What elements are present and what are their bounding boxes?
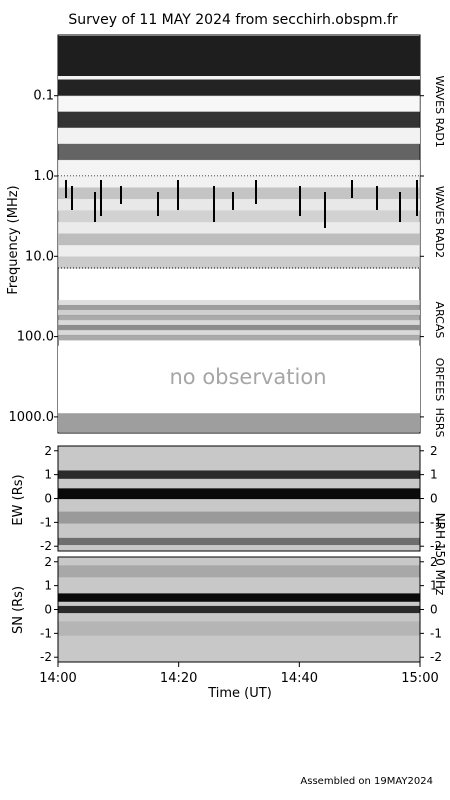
- x-tick-label: 14:00: [39, 671, 76, 686]
- instrument-band: [58, 159, 420, 177]
- instrument-band: [58, 299, 420, 306]
- instrument-band: [58, 79, 420, 97]
- footer-assembled: Assembled on 19MAY2024: [300, 776, 433, 787]
- y-tick-label: 1: [44, 468, 52, 482]
- instrument-band: [58, 324, 420, 331]
- y-tick-label-right: -1: [430, 515, 442, 529]
- spectrum-y-ticks: 0.1 1.0 10.0 100.0 1000.0: [9, 89, 424, 425]
- instrument-label: HSRS: [433, 408, 446, 438]
- instrument-band: [58, 199, 420, 212]
- nrh-band: [58, 621, 420, 636]
- y-tick-label: 100.0: [17, 330, 54, 345]
- nrh-band: [58, 605, 420, 614]
- nrh-band: [58, 511, 420, 524]
- instrument-label: ARCAS: [433, 302, 446, 339]
- instrument-band: [58, 309, 420, 316]
- instrument-band: [58, 304, 420, 311]
- instrument-band: [58, 176, 420, 189]
- instrument-band: [58, 127, 420, 145]
- instrument-band: [58, 334, 420, 341]
- y-tick-label-right: 1: [430, 468, 438, 482]
- y-tick-label: 2: [44, 555, 52, 569]
- nrh-band: [58, 593, 420, 602]
- instrument-band: [58, 329, 420, 336]
- nrh-band: [58, 470, 420, 479]
- instrument-band: [58, 345, 420, 414]
- y-tick-label: 1: [44, 579, 52, 593]
- nrh-band: [58, 537, 420, 546]
- instrument-band: [58, 222, 420, 235]
- y-tick-label: 1000.0: [9, 410, 55, 425]
- instrument-label: WAVES RAD2: [433, 186, 446, 258]
- instrument-band: [58, 143, 420, 161]
- instrument-band: [58, 95, 420, 113]
- y-tick-label: -1: [40, 515, 52, 529]
- y-tick-label-right: 0: [430, 603, 438, 617]
- instrument-labels: WAVES RAD1 WAVES RAD2 ARCAS ORFEES HSRS: [433, 76, 446, 438]
- ew-y-label: EW (Rs): [11, 474, 26, 525]
- y-tick-label: 0.1: [33, 89, 54, 104]
- y-tick-label-right: -2: [430, 539, 442, 553]
- y-tick-label-right: 2: [430, 444, 438, 458]
- instrument-band: [58, 413, 420, 432]
- nrh-band: [58, 565, 420, 578]
- y-tick-label-right: 2: [430, 555, 438, 569]
- spectrum-y-label: Frequency (MHz): [6, 185, 21, 294]
- ew-image: [58, 446, 420, 551]
- rad1-dark-band: [58, 36, 420, 76]
- y-tick-label: 0: [44, 492, 52, 506]
- nrh-band: [58, 488, 420, 500]
- instrument-band: [58, 314, 420, 321]
- instrument-band: [58, 319, 420, 326]
- instrument-band: [58, 111, 420, 129]
- y-tick-label: 10.0: [25, 249, 54, 264]
- sn-image: [58, 557, 420, 662]
- sn-y-label: SN (Rs): [11, 586, 26, 634]
- y-tick-label-right: -1: [430, 626, 442, 640]
- y-tick-label: 2: [44, 444, 52, 458]
- time-axis-label: Time (UT): [207, 686, 272, 701]
- y-tick-label-right: -2: [430, 650, 442, 664]
- y-tick-label: -2: [40, 650, 52, 664]
- spectrum-panel: 0.1 1.0 10.0 100.0 1000.0 no observation Fre…: [6, 34, 446, 438]
- no-observation-label: no observation: [169, 365, 326, 389]
- ew-panel: -2 -2 -1 -1 0 0 1 1 2 2 EW (Rs): [11, 444, 442, 553]
- instrument-label: WAVES RAD1: [433, 76, 446, 148]
- sn-panel: -2 -2 -1 -1 0 0 1 1 2 2 SN (Rs): [11, 555, 442, 664]
- figure-title: Survey of 11 MAY 2024 from secchirh.obsp…: [68, 12, 398, 28]
- sn-y-ticks: -2 -2 -1 -1 0 0 1 1 2 2: [40, 555, 442, 664]
- y-tick-label: 1.0: [33, 169, 54, 184]
- instrument-label: ORFEES: [433, 358, 446, 402]
- nrh-instrument-label: NRH 150 MHz: [433, 513, 447, 596]
- time-axis: 14:00 14:20 14:40 15:00: [39, 662, 439, 686]
- instrument-band: [58, 210, 420, 223]
- y-tick-label: 0: [44, 603, 52, 617]
- y-tick-label: -2: [40, 539, 52, 553]
- spectrum-bands: [58, 36, 420, 432]
- instrument-band: [58, 256, 420, 269]
- y-tick-label-right: 1: [430, 579, 438, 593]
- y-tick-label-right: 0: [430, 492, 438, 506]
- instrument-band: [58, 233, 420, 246]
- x-tick-label: 14:40: [281, 671, 318, 686]
- instrument-band: [58, 245, 420, 258]
- y-tick-label: -1: [40, 626, 52, 640]
- ew-y-ticks: -2 -2 -1 -1 0 0 1 1 2 2: [40, 444, 442, 553]
- x-tick-label: 14:20: [160, 671, 197, 686]
- instrument-band: [58, 187, 420, 200]
- x-tick-label: 15:00: [401, 671, 438, 686]
